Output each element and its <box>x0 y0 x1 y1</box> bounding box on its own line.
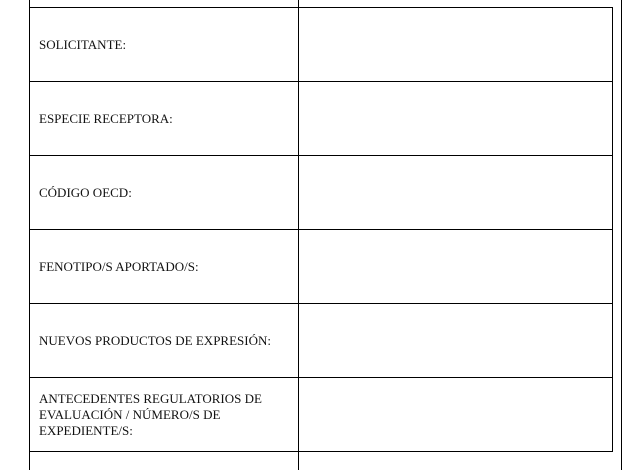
label-cell: ANTECEDENTES REGULATORIOS DE EVALUACIÓN … <box>29 377 299 452</box>
field-label: FENOTIPO/S APORTADO/S: <box>39 258 199 274</box>
value-cell-fenotipo[interactable] <box>298 229 613 304</box>
value-cell-especie-receptora[interactable] <box>298 81 613 156</box>
field-label: SOLICITANTE: <box>39 36 127 52</box>
value-cell-codigo-oecd[interactable] <box>298 155 613 230</box>
table-row: NUEVOS PRODUCTOS DE EXPRESIÓN: <box>29 303 613 378</box>
field-label: CÓDIGO OECD: <box>39 184 132 200</box>
field-label: NUEVOS PRODUCTOS DE EXPRESIÓN: <box>39 332 271 348</box>
table-row: ANTECEDENTES REGULATORIOS DE EVALUACIÓN … <box>29 377 613 452</box>
table-row: ESPECIE RECEPTORA: <box>29 81 613 156</box>
table-row: FENOTIPO/S APORTADO/S: <box>29 229 613 304</box>
field-label: ANTECEDENTES REGULATORIOS DE EVALUACIÓN … <box>39 390 262 438</box>
form-table: SOLICITANTE: ESPECIE RECEPTORA: CÓDIGO O… <box>29 7 613 452</box>
table-row: SOLICITANTE: <box>29 7 613 82</box>
table-row: CÓDIGO OECD: <box>29 155 613 230</box>
field-label: ESPECIE RECEPTORA: <box>39 110 173 126</box>
label-cell: SOLICITANTE: <box>29 7 299 82</box>
label-cell: FENOTIPO/S APORTADO/S: <box>29 229 299 304</box>
value-cell-solicitante[interactable] <box>298 7 613 82</box>
value-cell-antecedentes[interactable] <box>298 377 613 452</box>
label-cell: ESPECIE RECEPTORA: <box>29 81 299 156</box>
table-right-border <box>621 0 622 470</box>
value-cell-nuevos-productos[interactable] <box>298 303 613 378</box>
label-cell: CÓDIGO OECD: <box>29 155 299 230</box>
label-cell: NUEVOS PRODUCTOS DE EXPRESIÓN: <box>29 303 299 378</box>
